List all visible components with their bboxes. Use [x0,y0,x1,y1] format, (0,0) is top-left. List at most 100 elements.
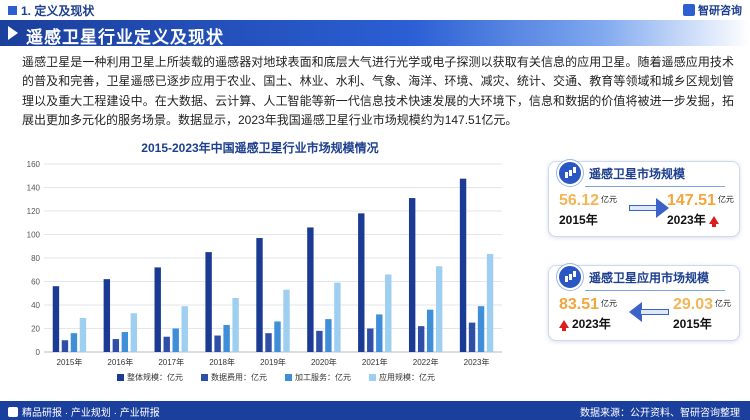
section-bullet-icon [8,6,17,15]
page-title: 遥感卫星行业定义及现状 [26,28,224,47]
y-tick-label: 20 [31,325,40,334]
bar [408,198,416,352]
bar [486,253,494,352]
bar [130,313,138,352]
bar [376,314,383,352]
bar [103,279,111,352]
bar [283,289,290,352]
bar [274,321,281,352]
panel-header: 遥感卫星市场规模 [557,160,685,186]
chart-title: 2015-2023年中国遥感卫星行业市场规模情况 [141,141,379,155]
bar [358,213,365,352]
bar [205,252,212,352]
legend-label: 整体规模：亿元 [127,372,183,382]
y-tick-label: 80 [31,254,40,263]
top-bar: 1. 定义及现状 智研咨询 [0,0,750,20]
stat-2023: 83.51 亿元 2023年 [559,296,633,332]
bar [181,306,188,352]
chart-icon [557,160,583,186]
y-tick-label: 140 [27,184,41,193]
stat-value: 147.51 [667,192,716,209]
legend-label: 应用规模：亿元 [379,372,435,382]
x-tick-label: 2022年 [413,357,439,367]
x-tick-label: 2015年 [57,357,83,367]
x-tick-label: 2017年 [158,357,184,367]
brand: 智研咨询 [683,2,742,18]
x-tick-label: 2023年 [464,357,490,367]
intro-paragraph: 遥感卫星是一种利用卫星上所装载的遥感器对地球表面和底层大气进行光学或电子探测以获… [22,55,734,128]
stat-2015: 56.12 亿元 2015年 [559,192,629,228]
stat-unit: 亿元 [601,299,618,308]
bar [172,328,179,352]
x-tick-label: 2019年 [260,357,286,367]
bar [214,335,221,352]
y-tick-label: 40 [31,301,40,310]
x-tick-label: 2016年 [107,357,133,367]
market-size-panel: 遥感卫星市场规模 56.12 亿元 2015年 147.51 亿元 2023年 [548,160,740,237]
stat-value: 29.03 [673,296,714,313]
panel-divider [585,290,725,291]
panel-title: 遥感卫星应用市场规模 [589,270,710,285]
brand-name: 智研咨询 [698,5,742,17]
up-arrow-icon [708,216,719,227]
bar [79,317,87,352]
bar [70,333,78,352]
bar [52,286,60,352]
stat-year: 2015年 [559,213,598,227]
footer-bar: 精品研报 · 产业规划 · 产业研报 数据来源：公开资料、智研咨询整理 [0,401,750,420]
bar [334,282,341,352]
stat-unit: 亿元 [715,299,732,308]
y-tick-label: 60 [31,278,40,287]
stat-year: 2023年 [572,317,611,331]
bar [232,297,239,352]
panel-header: 遥感卫星应用市场规模 [557,264,709,290]
legend-swatch [369,374,376,381]
footer-tagline: 精品研报 · 产业规划 · 产业研报 [8,404,160,419]
x-tick-label: 2018年 [209,357,235,367]
panel-title: 遥感卫星市场规模 [589,166,686,181]
stat-year: 2015年 [673,317,712,331]
bar [307,227,314,352]
bar [316,330,323,352]
up-arrow-icon [559,320,569,331]
stat-unit: 亿元 [717,195,734,204]
arrow-left-icon [629,302,669,322]
footer-logo-icon [8,407,18,417]
legend-label: 加工服务：亿元 [295,372,351,382]
legend-label: 数据费用：亿元 [211,372,267,382]
brand-logo-icon [683,4,695,16]
play-arrow-icon [8,26,18,40]
stat-year-row: 2023年 [667,211,739,228]
y-tick-label: 160 [27,160,41,169]
bar [367,328,374,352]
stat-unit: 亿元 [601,195,618,204]
bar [385,274,392,352]
bar [417,326,425,352]
bar [223,324,230,352]
bar [459,178,467,352]
footer-source: 数据来源：公开资料、智研咨询整理 [580,408,740,419]
y-tick-label: 120 [27,207,41,216]
title-banner: 遥感卫星行业定义及现状 [0,20,750,47]
legend-swatch [117,374,124,381]
arrow-right-icon [629,198,669,218]
bar [325,319,332,352]
bar [426,309,434,352]
stat-value: 56.12 [559,192,600,209]
bar [435,266,443,352]
legend-swatch [201,374,208,381]
market-size-bar-chart: 0 20 40 60 80 100 120 140 160 2015年 2016年 2017年 2018… [27,160,502,382]
stat-year: 2023年 [667,213,706,227]
bar [163,336,170,352]
bar [477,306,485,352]
footer-tagline-text: 精品研报 · 产业规划 · 产业研报 [22,408,160,419]
bar [121,332,129,352]
stat-2015: 29.03 亿元 2015年 [673,296,739,332]
chart-icon [557,264,583,290]
stat-value: 83.51 [559,296,600,313]
panel-divider [585,186,725,187]
y-tick-label: 100 [27,231,41,240]
bar [154,267,161,352]
x-tick-label: 2020年 [311,357,337,367]
bar [265,333,272,352]
